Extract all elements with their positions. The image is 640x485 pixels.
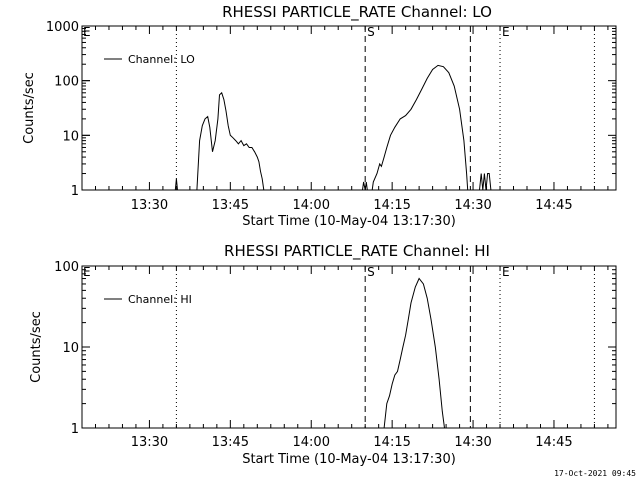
plot-frame bbox=[81, 265, 617, 429]
y-axis-label: Counts/sec bbox=[29, 311, 44, 383]
y-tick-label: 10 bbox=[62, 341, 79, 356]
x-tick-label: 14:15 bbox=[373, 435, 410, 450]
x-tick-label: 14:15 bbox=[373, 198, 410, 213]
chart-panel-1: RHESSI PARTICLE_RATE Channel: LO 1 10 100 10… bbox=[22, 3, 617, 229]
y-tick-label: 1 bbox=[71, 184, 79, 199]
y-tick-label: 100 bbox=[54, 75, 79, 90]
chart-title: RHESSI PARTICLE_RATE Channel: HI bbox=[224, 242, 490, 261]
chart-panel-2: RHESSI PARTICLE_RATE Channel: HI 1 10 100 13… bbox=[29, 242, 617, 467]
series-line bbox=[174, 64, 492, 191]
marker-label: S bbox=[367, 25, 375, 39]
legend-label: Channel: HI bbox=[128, 293, 192, 306]
x-tick-label: 13:45 bbox=[212, 435, 249, 450]
y-axis-label: Counts/sec bbox=[22, 72, 37, 144]
chart-title: RHESSI PARTICLE_RATE Channel: LO bbox=[222, 3, 492, 22]
marker-label: E bbox=[502, 25, 510, 39]
x-axis-label: Start Time (10-May-04 13:17:30) bbox=[242, 452, 456, 467]
edge-label-left: E bbox=[83, 25, 91, 39]
x-tick-label: 14:45 bbox=[535, 435, 572, 450]
marker-label: S bbox=[367, 265, 375, 279]
legend-label: Channel: LO bbox=[128, 53, 195, 66]
x-tick-label: 14:30 bbox=[454, 198, 491, 213]
x-tick-label: 14:45 bbox=[535, 198, 572, 213]
y-tick-label: 1 bbox=[71, 422, 79, 437]
edge-label-left: E bbox=[83, 265, 91, 279]
y-tick-label: 100 bbox=[54, 260, 79, 275]
x-tick-label: 14:00 bbox=[293, 435, 330, 450]
footer-timestamp: 17-Oct-2021 09:45 bbox=[554, 469, 636, 478]
x-tick-label: 14:00 bbox=[293, 198, 330, 213]
y-tick-label: 10 bbox=[62, 129, 79, 144]
x-tick-label: 13:45 bbox=[212, 198, 249, 213]
y-tick-label: 1000 bbox=[46, 20, 79, 35]
marker-label: E bbox=[502, 265, 510, 279]
x-tick-label: 14:30 bbox=[454, 435, 491, 450]
x-tick-label: 13:30 bbox=[131, 198, 168, 213]
plot-frame bbox=[81, 25, 617, 191]
x-tick-label: 13:30 bbox=[131, 435, 168, 450]
series-line bbox=[383, 277, 445, 429]
x-axis-label: Start Time (10-May-04 13:17:30) bbox=[242, 214, 456, 229]
